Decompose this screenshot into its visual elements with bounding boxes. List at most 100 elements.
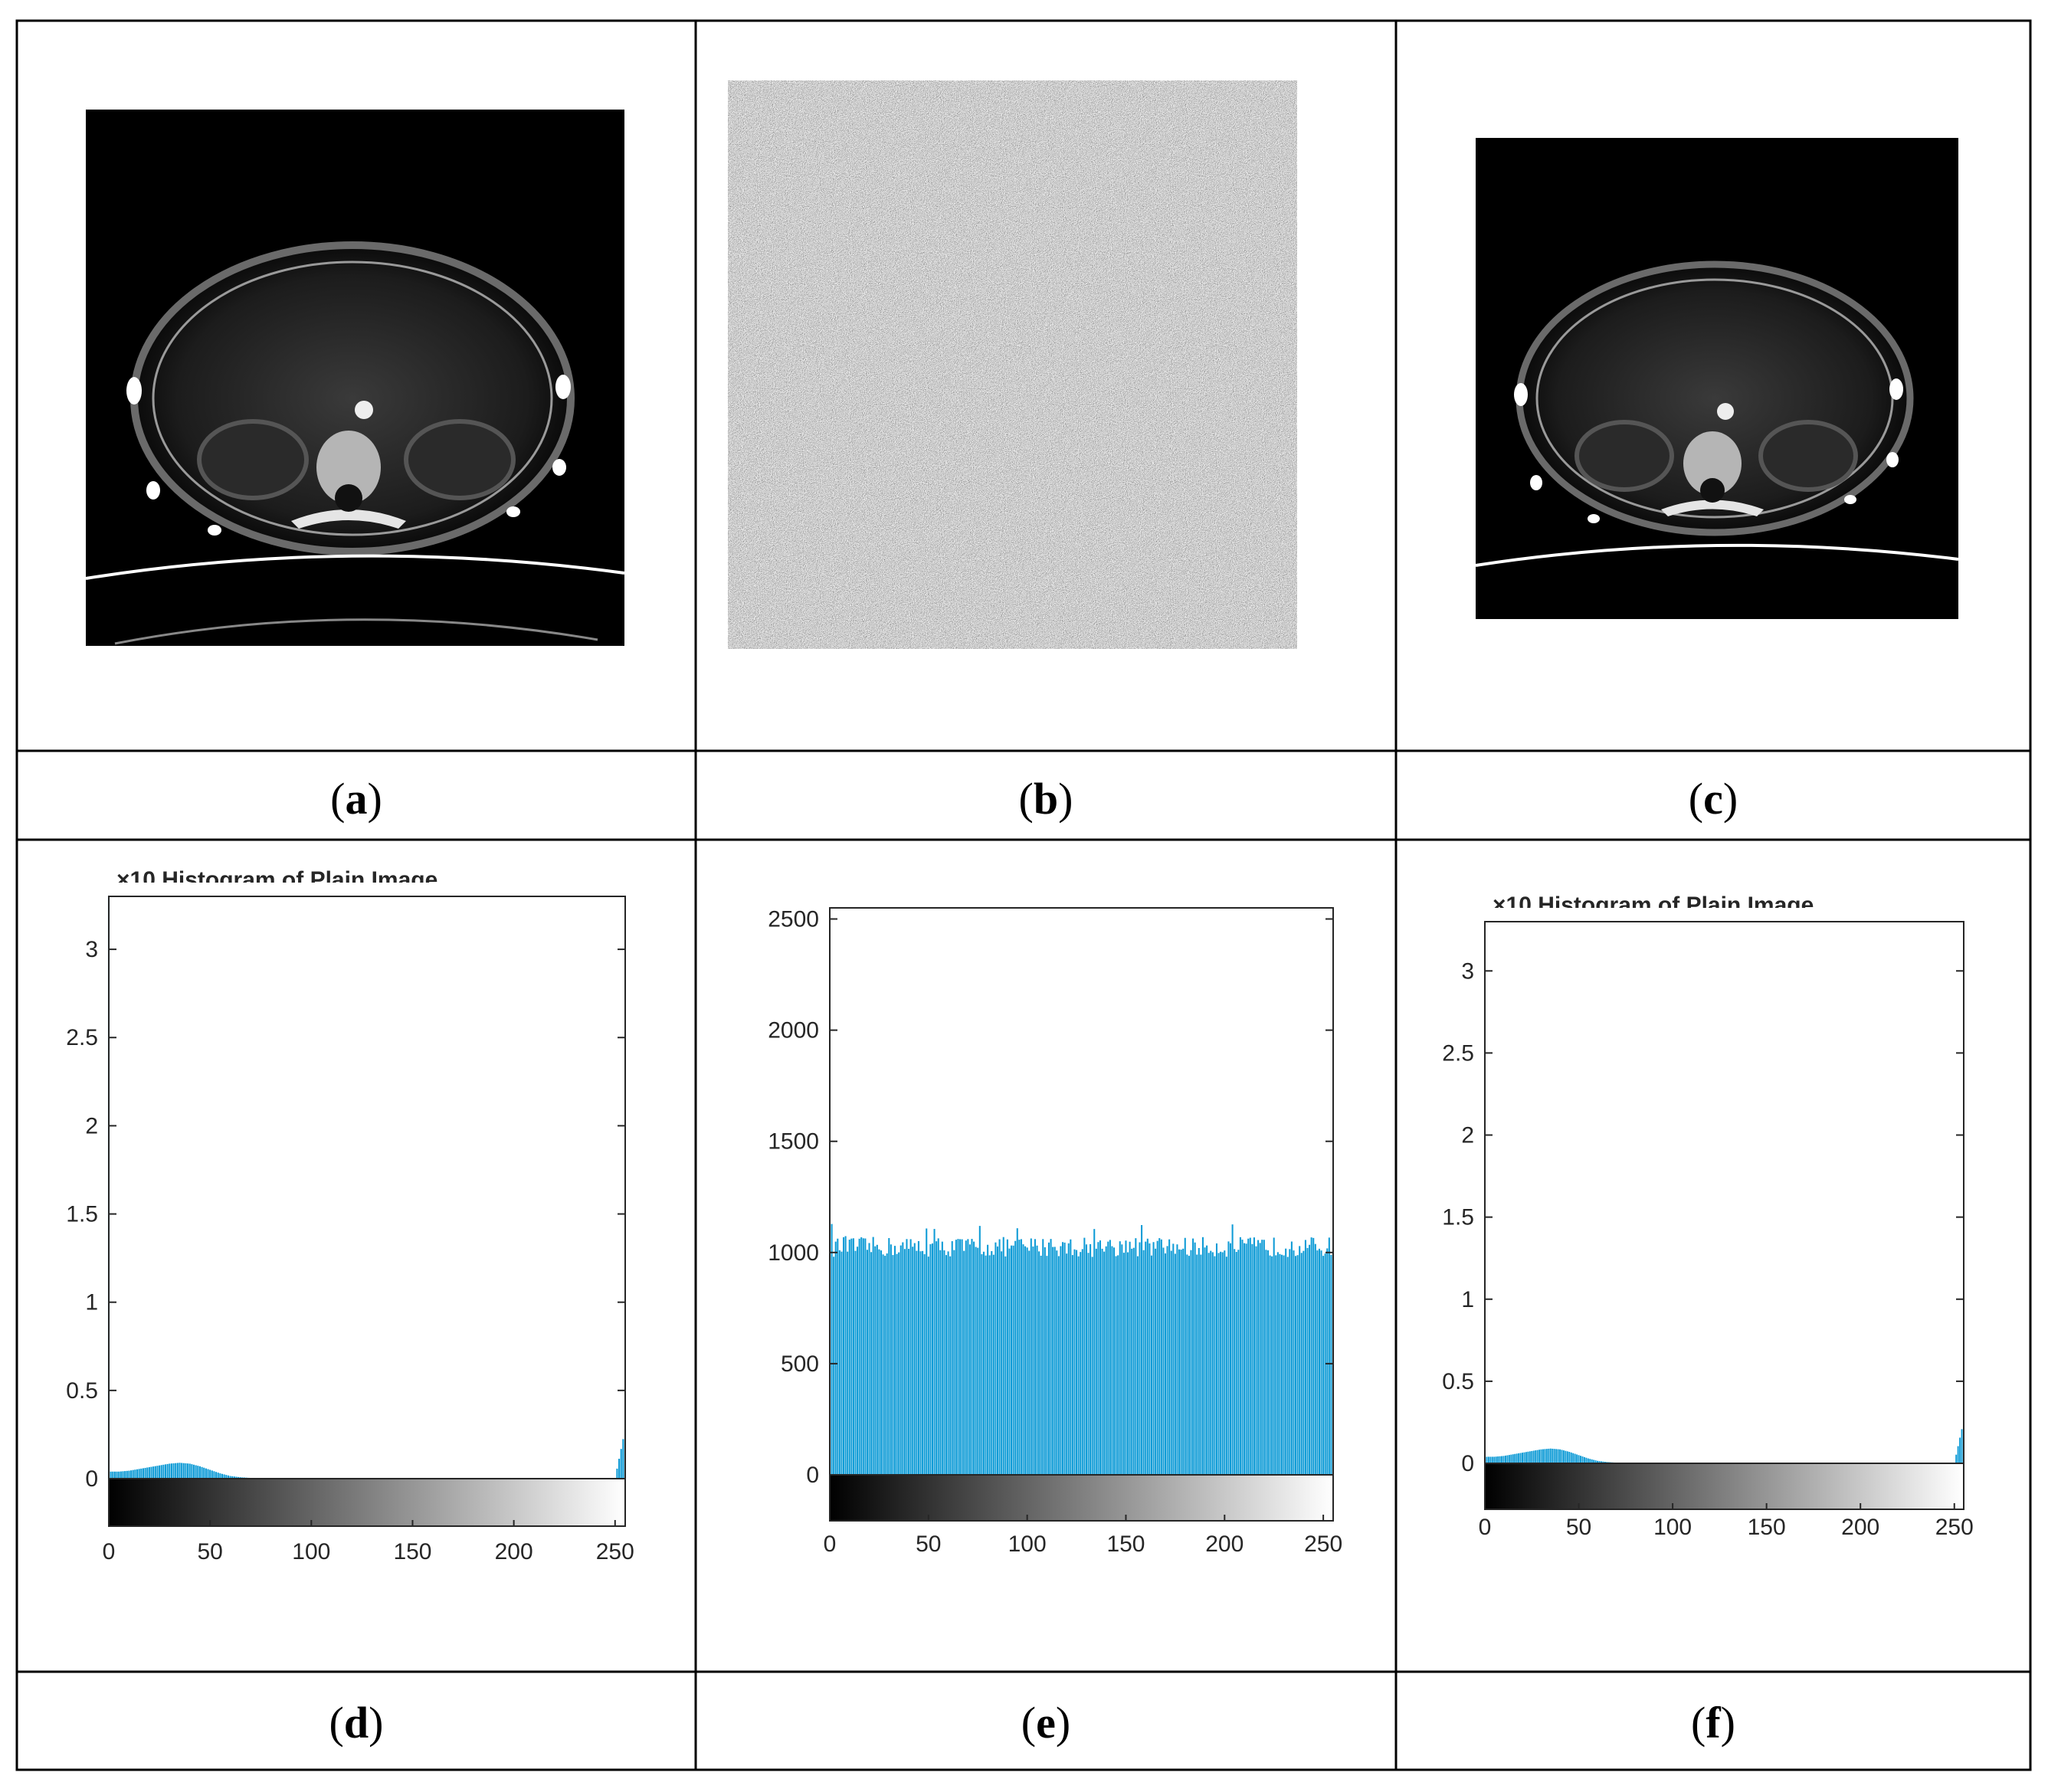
histogram-bar (1247, 1238, 1250, 1475)
histogram-bar (1204, 1247, 1206, 1475)
grayscale-colorbar (1484, 1463, 1964, 1510)
x-tick-label: 100 (1008, 1532, 1047, 1557)
y-tick-label: 1000 (768, 1240, 819, 1266)
histogram-bar (620, 1449, 622, 1479)
histogram-bar (1076, 1250, 1078, 1475)
histogram-bar (1070, 1239, 1072, 1475)
histogram-bar (166, 1463, 169, 1479)
histogram-bar (1318, 1248, 1320, 1475)
histogram-bar (1132, 1247, 1135, 1475)
grayscale-colorbar (829, 1474, 1334, 1522)
histogram-bar (1208, 1253, 1210, 1475)
histogram-bar (1555, 1449, 1558, 1463)
x-tick-label: 150 (1106, 1532, 1145, 1557)
histogram-bar (1150, 1255, 1152, 1475)
histogram-bar (1026, 1247, 1028, 1475)
panel-c-image (1475, 138, 1959, 619)
histogram-bar (1561, 1450, 1563, 1463)
histogram-bar (201, 1466, 203, 1479)
histogram-bar (1283, 1255, 1285, 1475)
histogram-bar (963, 1250, 965, 1475)
histogram-bar (1486, 1456, 1488, 1463)
histogram-bar (847, 1251, 849, 1475)
histogram-bar (1220, 1251, 1222, 1475)
histogram-bar (961, 1239, 963, 1475)
histogram-bar (1574, 1453, 1576, 1463)
histogram-bar (903, 1249, 906, 1475)
histogram-bar (850, 1238, 853, 1475)
histogram-bar (927, 1256, 929, 1475)
histogram-bar (899, 1245, 902, 1475)
histogram-bar (1598, 1461, 1601, 1463)
histogram-bar (943, 1250, 945, 1475)
histogram-bar (187, 1463, 189, 1479)
histogram-bar (1514, 1453, 1516, 1463)
histogram-bar (1525, 1452, 1527, 1463)
histogram-bar (1309, 1244, 1311, 1475)
histogram-bar (198, 1466, 201, 1479)
histogram-bar (831, 1224, 833, 1475)
histogram-bar (868, 1243, 870, 1475)
histogram-bar (1324, 1253, 1326, 1475)
bars (1484, 922, 1964, 1463)
histogram-bar (1493, 1456, 1496, 1463)
histogram-bar (1594, 1460, 1597, 1463)
histogram-bar (159, 1465, 161, 1479)
histogram-bar (1275, 1255, 1277, 1475)
histogram-bar (616, 1468, 618, 1479)
histogram-bar (1553, 1449, 1555, 1463)
y-tick-label: 2000 (768, 1018, 819, 1043)
table-frame (15, 19, 2032, 1771)
histogram-bar (913, 1243, 916, 1475)
x-tick-label: 200 (1841, 1515, 1879, 1540)
histogram-bar (1211, 1252, 1214, 1475)
y-tick-label: 2 (1461, 1123, 1474, 1148)
histogram-bar (1495, 1456, 1497, 1463)
histogram-bar (872, 1237, 874, 1475)
histogram-bar (1158, 1238, 1161, 1475)
histogram-bar (1095, 1248, 1097, 1475)
histogram-bar (1090, 1243, 1092, 1475)
histogram-bar (833, 1256, 835, 1475)
histogram-bar (1111, 1246, 1113, 1475)
histogram-bar (1548, 1448, 1550, 1463)
histogram-bar (1190, 1250, 1192, 1475)
histogram-bar (1286, 1256, 1289, 1475)
histogram-bar (929, 1243, 932, 1475)
histogram-bar (110, 1471, 112, 1479)
histogram-plain-image: ×10 Histogram of Plain Image00.511.522.5… (66, 867, 634, 1564)
histogram-bar (848, 1240, 850, 1475)
histogram-bar (857, 1247, 859, 1475)
histogram-bar (886, 1253, 888, 1475)
histogram-bar (1266, 1250, 1270, 1475)
histogram-bar (1139, 1242, 1141, 1475)
histogram-bar (132, 1469, 134, 1479)
histogram-bar (1961, 1429, 1963, 1463)
histogram-bar (1186, 1254, 1188, 1475)
histogram-bar (1576, 1454, 1578, 1463)
histogram-bar (231, 1476, 234, 1479)
caption-e: (e) (1021, 1698, 1070, 1748)
histogram-bar (1119, 1241, 1121, 1475)
histogram-bar (1265, 1250, 1267, 1475)
histogram-bar (890, 1244, 892, 1475)
histogram-bar (1602, 1461, 1604, 1463)
histogram-bar (880, 1250, 883, 1475)
histogram-bar (1136, 1256, 1139, 1475)
histogram-bar (1141, 1224, 1143, 1475)
histogram-bar (1502, 1456, 1505, 1463)
histogram-bar (1487, 1456, 1489, 1463)
title-clip (1477, 908, 1971, 939)
histogram-bar (1001, 1251, 1003, 1475)
histogram-bar (1312, 1237, 1315, 1475)
histogram-bar (185, 1463, 187, 1479)
histogram-bar (1127, 1252, 1129, 1475)
histogram-bar (1184, 1237, 1186, 1475)
histogram-bar (1531, 1450, 1533, 1463)
histogram-bar (1182, 1248, 1185, 1475)
histogram-bar (926, 1228, 928, 1475)
histogram-bar (1008, 1248, 1011, 1475)
histogram-bar (957, 1239, 959, 1475)
histogram-bar (1042, 1239, 1044, 1475)
histogram-bar (1047, 1242, 1050, 1475)
